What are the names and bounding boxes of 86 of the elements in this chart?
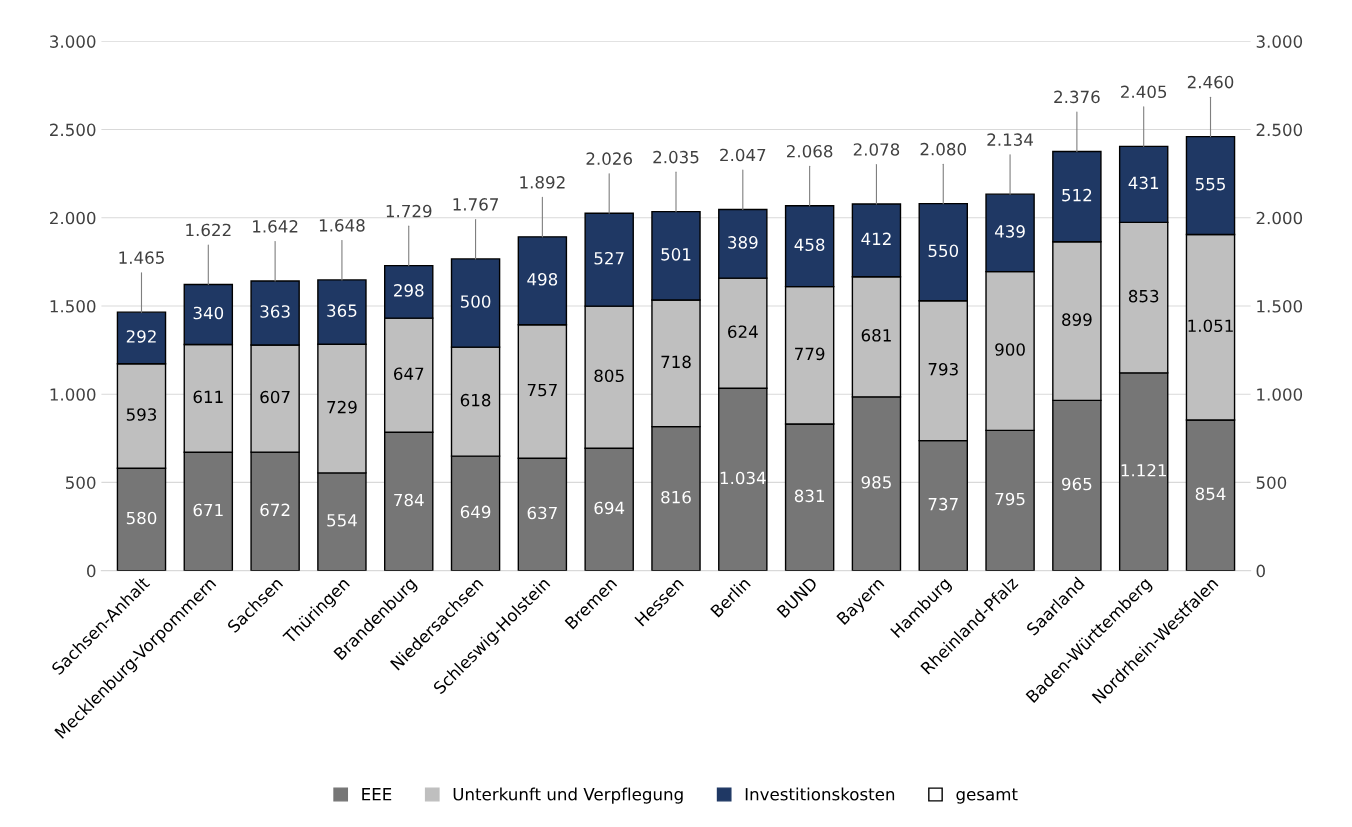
total-label: 2.405 — [1121, 85, 1167, 99]
data-label: 550 — [928, 244, 959, 258]
total-label: 2.080 — [920, 142, 967, 156]
y-tick-label: 0 — [87, 564, 96, 578]
total-label: 1.465 — [119, 251, 164, 264]
y2-tick-label: 1.500 — [1257, 299, 1303, 313]
data-label: 431 — [1128, 176, 1159, 190]
data-label: 694 — [594, 501, 625, 515]
legend-label: Investitionskosten — [745, 787, 895, 801]
total-label: 2.047 — [720, 148, 766, 162]
data-label: 649 — [460, 505, 491, 519]
total-label: 2.376 — [1054, 90, 1100, 104]
data-label: 618 — [460, 393, 491, 407]
data-label: 681 — [861, 329, 891, 342]
data-label: 593 — [126, 408, 157, 421]
data-label: 1.034 — [720, 471, 766, 485]
total-label: 2.078 — [853, 143, 900, 156]
data-label: 624 — [728, 325, 758, 338]
data-label: 985 — [861, 475, 891, 489]
data-label: 607 — [260, 390, 290, 404]
data-label: 831 — [794, 489, 824, 503]
data-label: 672 — [260, 503, 290, 517]
data-label: 292 — [126, 330, 156, 343]
y2-tick-label: 1.000 — [1257, 388, 1303, 401]
total-label: 1.648 — [319, 219, 365, 232]
data-label: 363 — [260, 305, 290, 318]
total-label: 1.892 — [520, 176, 565, 189]
data-label: 737 — [928, 497, 958, 511]
total-label: 1.767 — [453, 198, 498, 211]
data-label: 729 — [327, 400, 357, 414]
total-label: 2.460 — [1187, 75, 1234, 89]
y2-tick-label: 3.000 — [1256, 35, 1303, 48]
legend-label: EEE — [362, 788, 392, 801]
data-label: 779 — [795, 347, 825, 361]
total-label: 2.068 — [786, 144, 833, 158]
data-label: 298 — [394, 284, 424, 297]
total-label: 1.729 — [386, 204, 432, 218]
data-label: 498 — [527, 272, 558, 286]
total-label: 2.035 — [653, 150, 699, 164]
data-label: 412 — [861, 232, 891, 245]
y2-tick-label: 2.500 — [1256, 123, 1303, 137]
data-label: 512 — [1062, 188, 1092, 202]
total-label: 2.026 — [586, 152, 632, 165]
y-tick-label: 2.500 — [50, 123, 96, 137]
data-label: 647 — [394, 367, 424, 381]
data-label: 965 — [1062, 477, 1092, 491]
data-label: 458 — [794, 238, 825, 252]
data-label: 853 — [1128, 289, 1159, 303]
y-tick-label: 2.000 — [50, 211, 96, 225]
y2-tick-label: 0 — [1256, 564, 1265, 578]
total-label: 1.622 — [186, 223, 231, 237]
total-label: 2.134 — [987, 133, 1033, 146]
data-label: 671 — [193, 503, 223, 517]
data-label: 900 — [995, 343, 1025, 356]
data-label: 793 — [928, 362, 958, 376]
data-label: 389 — [728, 236, 758, 249]
data-label: 816 — [661, 490, 691, 504]
data-label: 1.051 — [1188, 319, 1233, 333]
data-label: 365 — [327, 304, 357, 317]
data-label: 757 — [527, 383, 557, 397]
data-label: 500 — [460, 295, 491, 308]
data-label: 439 — [994, 225, 1025, 238]
y-tick-label: 3.000 — [50, 35, 96, 48]
data-label: 899 — [1062, 313, 1092, 326]
data-label: 527 — [594, 251, 624, 265]
data-label: 805 — [594, 369, 624, 383]
data-label: 340 — [193, 306, 224, 320]
total-label: 1.642 — [253, 220, 298, 233]
data-label: 555 — [1195, 178, 1225, 191]
data-label: 637 — [527, 506, 557, 520]
legend-label: gesamt — [956, 788, 1018, 804]
y2-tick-label: 500 — [1256, 476, 1287, 489]
data-label: 854 — [1195, 487, 1226, 501]
data-label: 580 — [126, 511, 157, 525]
data-label: 784 — [394, 493, 424, 507]
legend-label: Unterkunft und Verpflegung — [453, 787, 683, 804]
y2-tick-label: 2.000 — [1256, 211, 1303, 225]
y-tick-label: 500 — [66, 476, 96, 489]
data-label: 718 — [661, 355, 691, 369]
data-label: 1.121 — [1121, 463, 1167, 477]
data-label: 611 — [193, 390, 223, 404]
y-tick-label: 1.000 — [50, 388, 96, 401]
y-tick-label: 1.500 — [50, 299, 96, 313]
data-label: 795 — [995, 492, 1025, 506]
data-label: 501 — [661, 248, 691, 261]
data-label: 554 — [327, 514, 357, 527]
